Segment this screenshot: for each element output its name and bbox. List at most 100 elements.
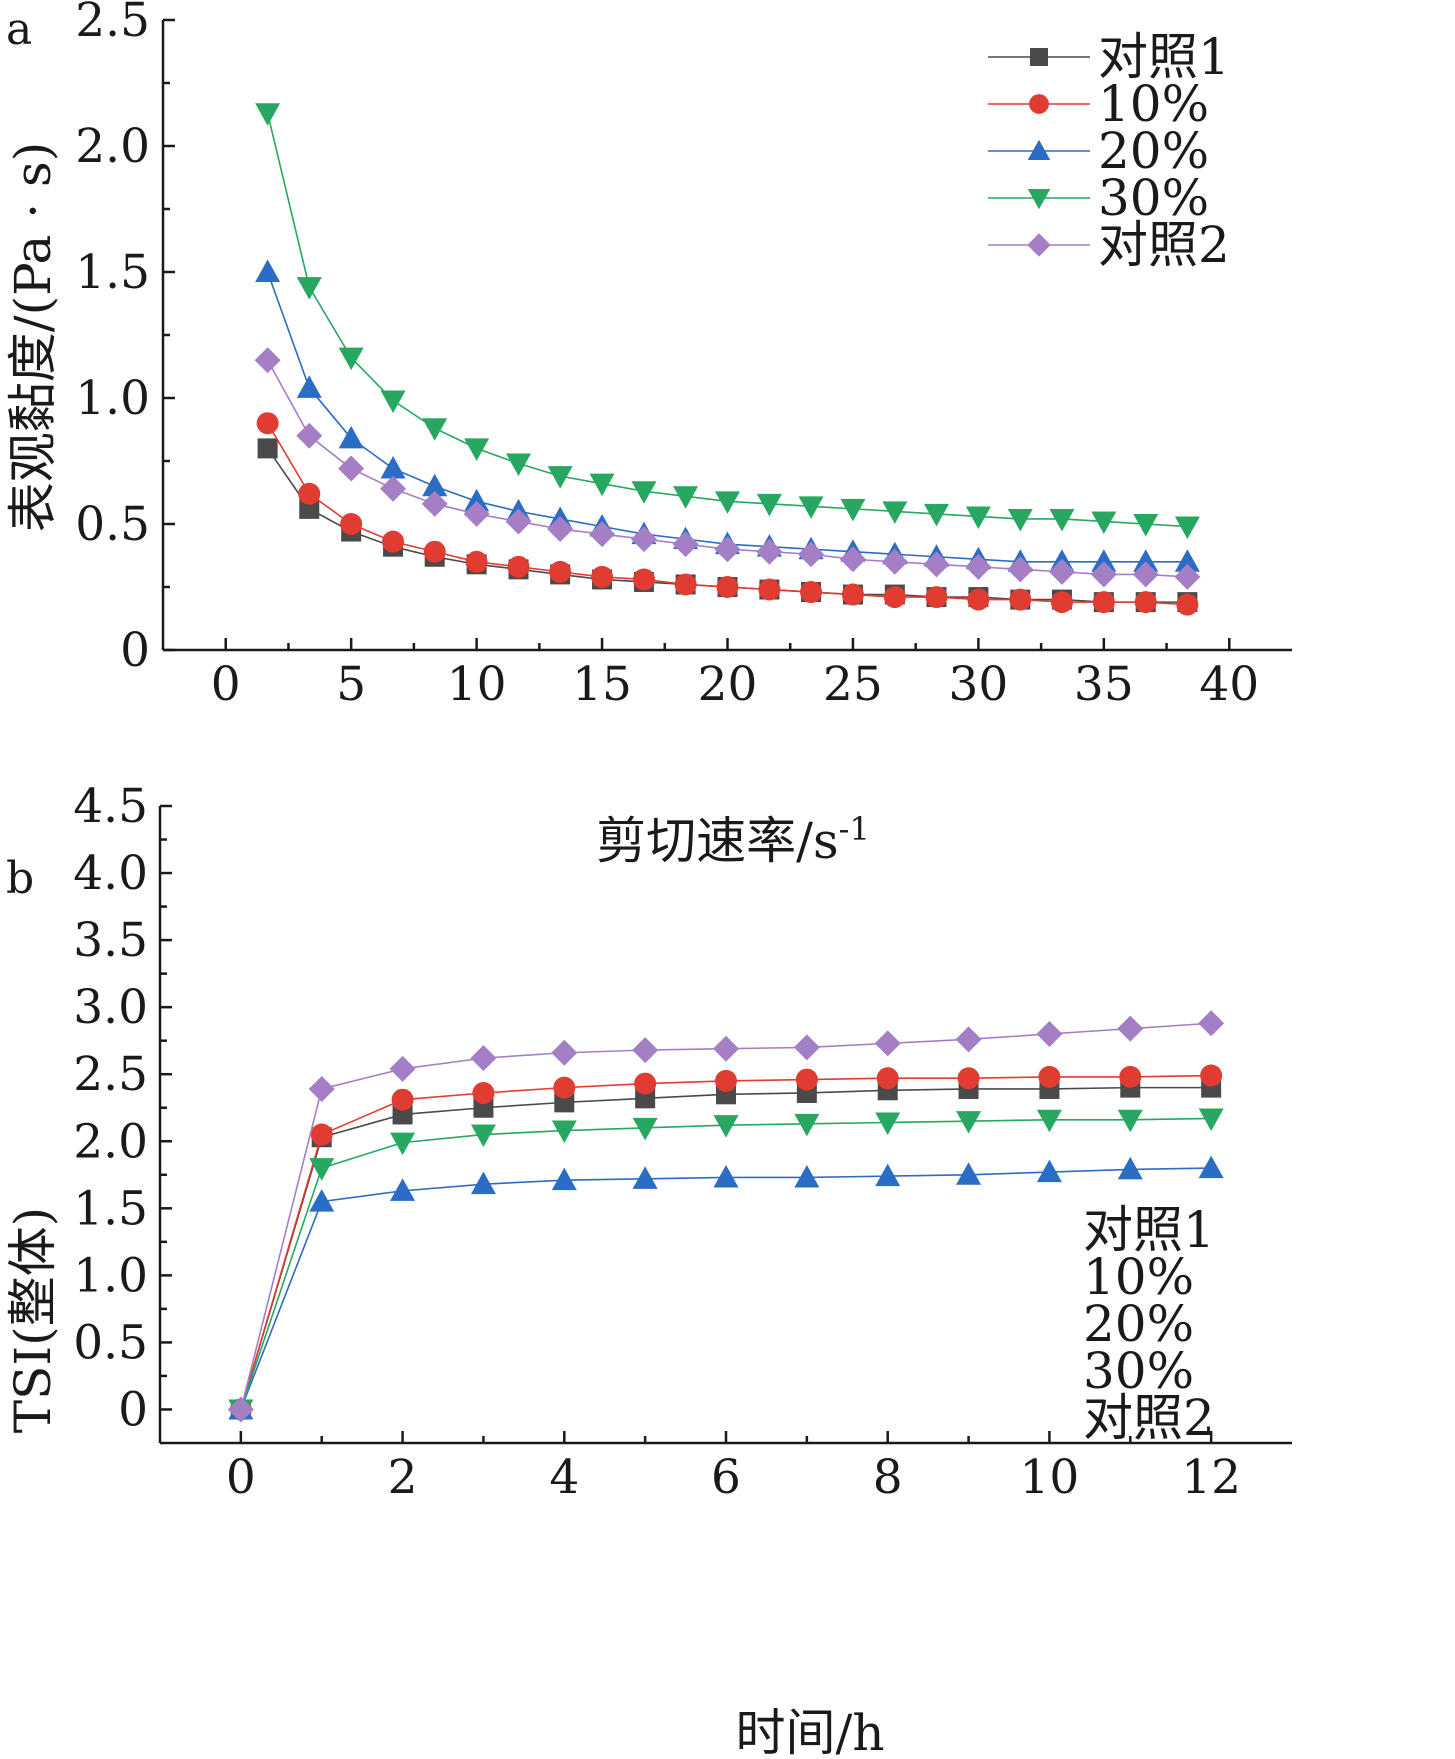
legend-marker xyxy=(1030,48,1048,66)
data-point xyxy=(1176,593,1199,616)
data-point xyxy=(296,277,322,300)
data-point xyxy=(716,576,739,598)
x-tick-label: 0 xyxy=(211,657,241,712)
y-tick-label: 0.5 xyxy=(73,1315,148,1370)
data-point xyxy=(1198,1155,1224,1179)
data-point xyxy=(551,1120,577,1144)
data-point xyxy=(422,473,448,497)
legend-label: 20% xyxy=(1083,1295,1194,1353)
data-point xyxy=(1048,558,1075,585)
data-point xyxy=(227,1396,254,1423)
y-tick-label: 3.0 xyxy=(73,980,148,1035)
legend-label: 10% xyxy=(1098,75,1209,133)
series-line xyxy=(240,1167,1212,1410)
data-point xyxy=(1007,556,1034,583)
y-tick-label: 1.5 xyxy=(73,1181,148,1236)
data-point xyxy=(874,1030,901,1057)
panel-a-label: a xyxy=(6,4,32,55)
data-point xyxy=(714,536,741,563)
legend-item: 20% xyxy=(1083,1295,1194,1353)
data-point xyxy=(965,506,991,529)
x-tick-label: 40 xyxy=(1199,657,1259,712)
data-point xyxy=(551,1039,578,1066)
data-point xyxy=(589,521,616,548)
data-point xyxy=(798,496,824,519)
series-3 xyxy=(228,1155,1224,1420)
data-point xyxy=(1117,1015,1144,1042)
panel-b-x-axis-title: 时间/h xyxy=(735,1704,884,1759)
data-point xyxy=(1198,1108,1224,1131)
legend-item: 10% xyxy=(1083,1248,1194,1306)
legend-item: 对照2 xyxy=(988,216,1230,274)
data-point xyxy=(257,438,278,459)
legend-label: 10% xyxy=(1083,1248,1194,1306)
legend-item: 对照1 xyxy=(988,28,1230,86)
legend-label: 30% xyxy=(1083,1342,1194,1400)
data-point xyxy=(674,573,697,596)
x-tick-label: 10 xyxy=(447,657,507,712)
panel-b-y-axis-title: TSI(整体) xyxy=(4,1207,62,1433)
legend-item: 10% xyxy=(988,75,1209,133)
data-point xyxy=(793,1034,820,1061)
data-point xyxy=(713,1115,739,1138)
data-point xyxy=(1132,561,1159,588)
legend-marker xyxy=(1027,189,1051,210)
data-point xyxy=(876,1067,899,1090)
data-point xyxy=(1090,561,1117,588)
legend-label: 20% xyxy=(1098,122,1209,180)
y-tick-label: 4.5 xyxy=(73,779,148,834)
data-point xyxy=(956,1162,982,1185)
data-point xyxy=(340,513,363,535)
panel-a-y-axis-title: 表观黏度/(Pa · s) xyxy=(4,142,62,532)
legend-marker xyxy=(1027,233,1051,257)
data-point xyxy=(794,1164,820,1188)
data-point xyxy=(589,473,615,497)
data-point xyxy=(470,1124,496,1148)
series-4 xyxy=(255,103,1200,540)
x-tick-label: 15 xyxy=(572,657,632,712)
data-point xyxy=(632,1166,658,1189)
data-point xyxy=(1009,588,1032,611)
data-point xyxy=(382,530,405,553)
data-point xyxy=(967,588,990,611)
y-tick-label: 1.0 xyxy=(75,371,150,426)
data-point xyxy=(1007,508,1033,532)
data-point xyxy=(464,488,490,512)
x-tick-label: 5 xyxy=(336,657,366,712)
legend-label: 对照1 xyxy=(1083,1201,1215,1259)
data-point xyxy=(421,490,448,517)
data-point xyxy=(955,1026,982,1053)
data-point xyxy=(630,526,657,553)
data-point xyxy=(1049,508,1075,532)
data-point xyxy=(923,503,949,527)
data-point xyxy=(1091,549,1117,572)
y-tick-label: 2.5 xyxy=(73,1047,148,1102)
data-point xyxy=(338,425,364,449)
data-point xyxy=(1198,1010,1225,1037)
panel-b-label: b xyxy=(6,853,34,904)
data-point xyxy=(255,103,281,126)
y-tick-label: 0 xyxy=(120,623,150,678)
data-point xyxy=(506,453,532,477)
y-tick-label: 1.0 xyxy=(73,1248,148,1303)
data-point xyxy=(390,1132,416,1156)
data-point xyxy=(551,1167,577,1191)
legend-label: 对照2 xyxy=(1098,216,1230,274)
data-point xyxy=(631,481,657,504)
data-point xyxy=(758,578,781,601)
legend-marker xyxy=(1027,139,1051,160)
data-point xyxy=(957,1067,980,1090)
data-point xyxy=(463,500,490,527)
data-point xyxy=(1038,1065,1061,1088)
data-point xyxy=(298,482,321,505)
data-point xyxy=(1133,514,1159,537)
data-point xyxy=(505,508,532,535)
data-point xyxy=(882,501,908,524)
x-tick-label: 35 xyxy=(1074,657,1134,712)
data-point xyxy=(254,347,281,374)
data-point xyxy=(547,516,574,543)
data-point xyxy=(672,531,699,558)
legend-label: 对照2 xyxy=(1083,1389,1215,1447)
